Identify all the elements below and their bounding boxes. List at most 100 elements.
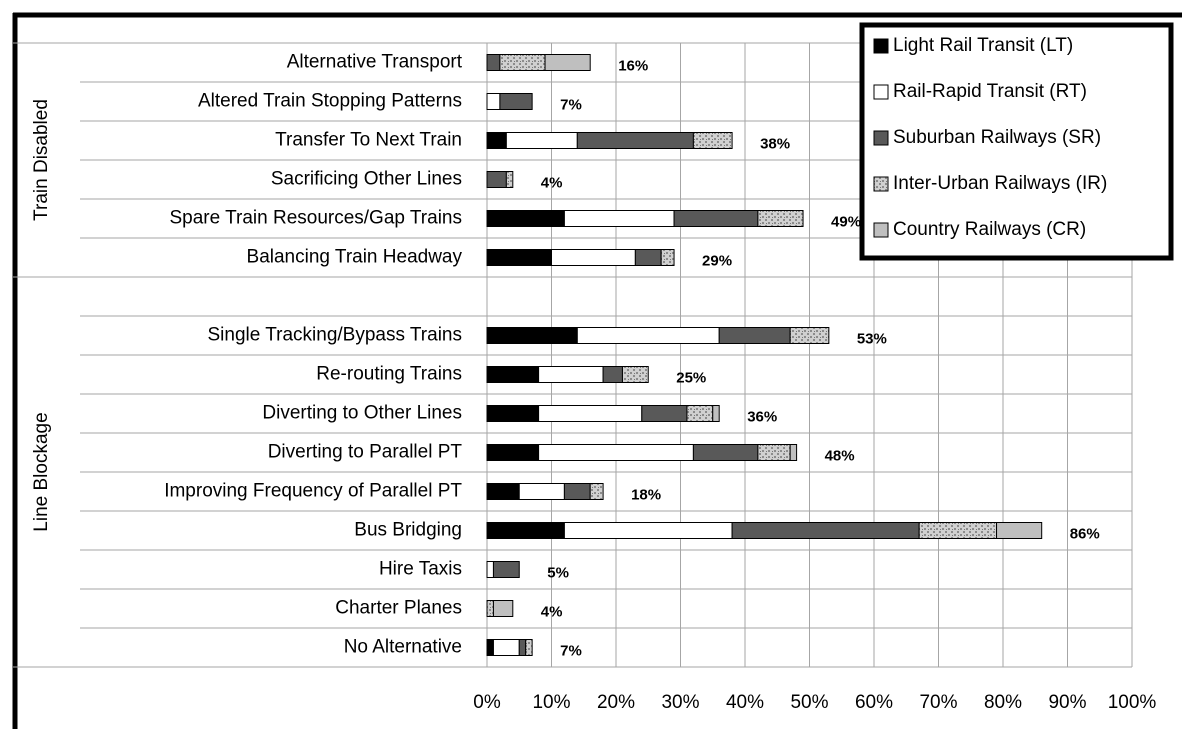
x-tick-label: 50% [790, 692, 828, 713]
total-label: 29% [702, 252, 732, 269]
category-label: Bus Bridging [354, 520, 462, 541]
total-label: 25% [676, 369, 706, 386]
bar-segment [486, 171, 507, 188]
bar-segment [576, 327, 720, 344]
bar-segment [486, 93, 501, 110]
total-label: 4% [541, 603, 563, 620]
total-label: 49% [831, 213, 861, 230]
bar-segment [486, 366, 540, 383]
bar-segment [486, 561, 494, 578]
bar-segment [731, 522, 920, 539]
bar-segment [918, 522, 998, 539]
bar-segment [505, 171, 514, 188]
x-tick-label: 0% [473, 692, 501, 713]
total-label: 36% [747, 408, 777, 425]
x-tick-label: 30% [661, 692, 699, 713]
category-label: Improving Frequency of Parallel PT [164, 481, 462, 502]
bar-segment [563, 483, 591, 500]
total-label: 86% [1070, 525, 1100, 542]
total-label: 18% [631, 486, 661, 503]
bar-segment [996, 522, 1043, 539]
x-tick-label: 60% [855, 692, 893, 713]
bar-segment [551, 249, 636, 266]
bar-segment [686, 405, 714, 422]
bar-segment [486, 327, 578, 344]
total-label: 5% [547, 564, 569, 581]
category-label: Charter Planes [335, 598, 462, 619]
bar-segment [757, 210, 804, 227]
category-label: Altered Train Stopping Patterns [198, 91, 462, 112]
category-label: Alternative Transport [287, 52, 463, 73]
legend-swatch [873, 38, 889, 54]
category-label: Transfer To Next Train [275, 130, 462, 151]
category-label: Spare Train Resources/Gap Trains [169, 208, 462, 229]
bar-segment [538, 444, 694, 461]
x-tick-label: 40% [726, 692, 764, 713]
bar-segment [538, 405, 643, 422]
bar-segment [692, 444, 759, 461]
category-label: Hire Taxis [379, 559, 462, 580]
bar-segment [718, 327, 791, 344]
bar-segment [544, 54, 591, 71]
bar-segment [486, 444, 540, 461]
bar-segment [492, 639, 520, 656]
bar-segment [589, 483, 604, 500]
bar-segment [492, 561, 520, 578]
bar-segment [518, 483, 565, 500]
category-label: No Alternative [344, 637, 462, 658]
bar-segment [692, 132, 733, 149]
bar-segment [538, 366, 604, 383]
total-label: 16% [618, 57, 648, 74]
legend-swatch [873, 222, 889, 238]
bar-segment [563, 522, 733, 539]
bar-segment [486, 54, 501, 71]
bar-segment [757, 444, 791, 461]
bar-segment [486, 210, 565, 227]
legend-box [859, 22, 1174, 261]
bar-segment [712, 405, 720, 422]
total-label: 4% [541, 174, 563, 191]
bar-segment [621, 366, 649, 383]
total-label: 53% [857, 330, 887, 347]
bar-segment [486, 405, 540, 422]
bar-segment [486, 600, 494, 617]
category-label: Diverting to Parallel PT [268, 442, 463, 463]
legend-label: Suburban Railways (SR) [893, 127, 1101, 148]
legend-label: Rail-Rapid Transit (RT) [893, 81, 1087, 102]
legend-label: Inter-Urban Railways (IR) [893, 173, 1107, 194]
bar-segment [486, 639, 494, 656]
legend-swatch [873, 130, 889, 146]
total-label: 48% [825, 447, 855, 464]
x-tick-label: 20% [597, 692, 635, 713]
x-tick-label: 80% [984, 692, 1022, 713]
bar-segment [486, 483, 520, 500]
group-label: Train Disabled [31, 99, 52, 221]
total-label: 7% [560, 96, 582, 113]
bar-segment [486, 522, 565, 539]
total-label: 7% [560, 642, 582, 659]
bar-segment [525, 639, 533, 656]
bar-segment [499, 93, 533, 110]
bar-segment [563, 210, 675, 227]
x-tick-label: 10% [532, 692, 570, 713]
group-label: Line Blockage [31, 412, 52, 531]
category-label: Re-routing Trains [316, 364, 462, 385]
bar-segment [789, 327, 830, 344]
bar-segment [660, 249, 675, 266]
bar-segment [486, 132, 507, 149]
x-tick-label: 90% [1048, 692, 1086, 713]
bar-segment [673, 210, 759, 227]
bar-segment [486, 249, 552, 266]
x-tick-label: 100% [1108, 692, 1157, 713]
x-tick-label: 70% [919, 692, 957, 713]
total-label: 38% [760, 135, 790, 152]
bar-segment [641, 405, 688, 422]
bar-segment [602, 366, 623, 383]
category-label: Balancing Train Headway [247, 247, 463, 268]
bar-segment [634, 249, 662, 266]
category-label: Diverting to Other Lines [262, 403, 462, 424]
legend-label: Light Rail Transit (LT) [893, 35, 1073, 56]
bar-segment [499, 54, 546, 71]
legend-swatch [873, 84, 889, 100]
